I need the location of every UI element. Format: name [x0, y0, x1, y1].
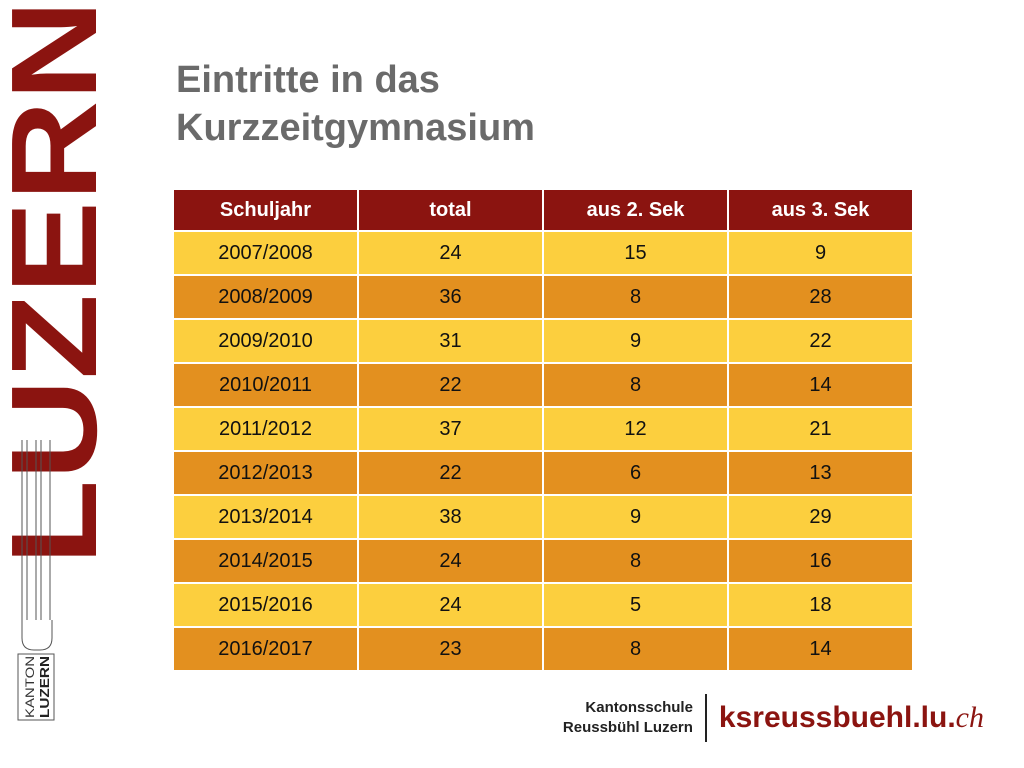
cell-aus-2-sek: 8 — [542, 274, 728, 319]
title-line-1: Eintritte in das — [176, 59, 440, 101]
cell-total: 24 — [357, 538, 543, 583]
header-aus-2-sek: aus 2. Sek — [542, 190, 728, 231]
entries-table-container: Schuljahr total aus 2. Sek aus 3. Sek 20… — [174, 190, 912, 670]
seal-text-luzern: LUZERN — [37, 656, 52, 718]
header-aus-3-sek: aus 3. Sek — [727, 190, 912, 231]
school-name-line-1: Kantonsschule — [585, 699, 693, 716]
cell-schuljahr: 2007/2008 — [174, 230, 358, 275]
cell-total: 22 — [357, 362, 543, 407]
cell-aus-3-sek: 16 — [727, 538, 912, 583]
cell-aus-3-sek: 29 — [727, 494, 912, 539]
table-row: 2015/2016 24 5 18 — [174, 582, 912, 627]
cell-aus-2-sek: 9 — [542, 318, 728, 363]
cell-total: 37 — [357, 406, 543, 451]
cell-schuljahr: 2011/2012 — [174, 406, 358, 451]
cell-aus-2-sek: 12 — [542, 406, 728, 451]
cell-aus-3-sek: 18 — [727, 582, 912, 627]
cell-aus-2-sek: 6 — [542, 450, 728, 495]
table-row: 2007/2008 24 15 9 — [174, 230, 912, 275]
page-title: Eintritte in das Kurzzeitgymnasium — [176, 56, 535, 152]
kanton-luzern-seal: KANTON LUZERN — [14, 440, 60, 740]
cell-aus-3-sek: 28 — [727, 274, 912, 319]
cell-schuljahr: 2013/2014 — [174, 494, 358, 539]
seal-text-kanton: KANTON — [23, 656, 37, 718]
seal-lines-icon — [21, 440, 53, 651]
cell-aus-2-sek: 8 — [542, 626, 728, 670]
table-row: 2013/2014 38 9 29 — [174, 494, 912, 539]
cell-schuljahr: 2012/2013 — [174, 450, 358, 495]
header-total: total — [357, 190, 543, 231]
table-row: 2016/2017 23 8 14 — [174, 626, 912, 670]
table-row: 2009/2010 31 9 22 — [174, 318, 912, 363]
footer-divider — [704, 694, 707, 742]
website-tld: ch — [955, 701, 984, 734]
website-main: ksreussbuehl.lu. — [718, 701, 956, 734]
cell-aus-2-sek: 15 — [542, 230, 728, 275]
cell-aus-3-sek: 22 — [727, 318, 912, 363]
cell-aus-2-sek: 8 — [542, 362, 728, 407]
cell-schuljahr: 2014/2015 — [174, 538, 358, 583]
cell-aus-2-sek: 9 — [542, 494, 728, 539]
cell-aus-3-sek: 9 — [727, 230, 912, 275]
cell-schuljahr: 2015/2016 — [174, 582, 358, 627]
cell-total: 36 — [357, 274, 543, 319]
table-row: 2012/2013 22 6 13 — [174, 450, 912, 495]
header-schuljahr: Schuljahr — [174, 190, 358, 231]
cell-total: 31 — [357, 318, 543, 363]
cell-schuljahr: 2009/2010 — [174, 318, 358, 363]
school-name: Kantonsschule Reussbühl Luzern — [563, 698, 705, 738]
table-row: 2014/2015 24 8 16 — [174, 538, 912, 583]
school-footer-logo: Kantonsschule Reussbühl Luzern ksreussbu… — [563, 694, 984, 742]
cell-schuljahr: 2008/2009 — [174, 274, 358, 319]
table-row: 2010/2011 22 8 14 — [174, 362, 912, 407]
cell-aus-3-sek: 13 — [727, 450, 912, 495]
title-line-2: Kurzzeitgymnasium — [176, 107, 535, 149]
cell-total: 24 — [357, 230, 543, 275]
cell-total: 24 — [357, 582, 543, 627]
cell-schuljahr: 2010/2011 — [174, 362, 358, 407]
table-header-row: Schuljahr total aus 2. Sek aus 3. Sek — [174, 190, 912, 231]
table-row: 2008/2009 36 8 28 — [174, 274, 912, 319]
cell-aus-3-sek: 14 — [727, 626, 912, 670]
cell-aus-2-sek: 5 — [542, 582, 728, 627]
cell-aus-3-sek: 14 — [727, 362, 912, 407]
cell-schuljahr: 2016/2017 — [174, 626, 358, 670]
entries-table: Schuljahr total aus 2. Sek aus 3. Sek 20… — [174, 190, 912, 670]
cell-total: 23 — [357, 626, 543, 670]
table-row: 2011/2012 37 12 21 — [174, 406, 912, 451]
school-website: ksreussbuehl.lu.ch — [707, 701, 984, 735]
cell-total: 38 — [357, 494, 543, 539]
cell-total: 22 — [357, 450, 543, 495]
cell-aus-3-sek: 21 — [727, 406, 912, 451]
cell-aus-2-sek: 8 — [542, 538, 728, 583]
school-name-line-2: Reussbühl Luzern — [562, 719, 693, 736]
